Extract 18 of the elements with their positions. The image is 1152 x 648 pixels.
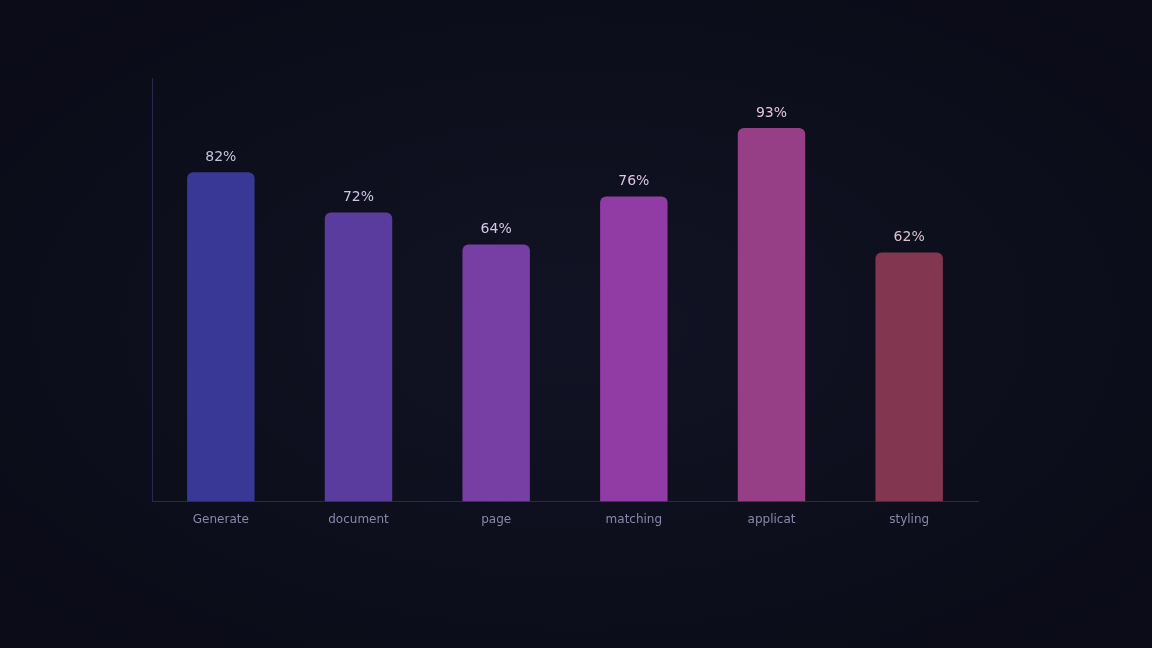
bar (324, 212, 393, 502)
x-tick-label: styling (889, 511, 930, 526)
bar (737, 128, 806, 502)
bar (600, 196, 668, 502)
x-tick-label: Generate (192, 511, 249, 526)
data-label: 62% (893, 228, 925, 245)
x-tick-label: document (328, 511, 390, 526)
bar (187, 172, 255, 502)
bar (875, 252, 943, 502)
data-label: 72% (342, 188, 375, 205)
x-tick-label: applicat (747, 511, 796, 526)
x-tick-label: page (481, 511, 512, 526)
data-label: 76% (618, 172, 650, 189)
bar (462, 244, 530, 502)
data-label: 93% (755, 103, 788, 120)
data-label: 64% (480, 220, 512, 237)
x-tick-label: matching (605, 511, 663, 526)
data-label: 82% (205, 147, 237, 164)
